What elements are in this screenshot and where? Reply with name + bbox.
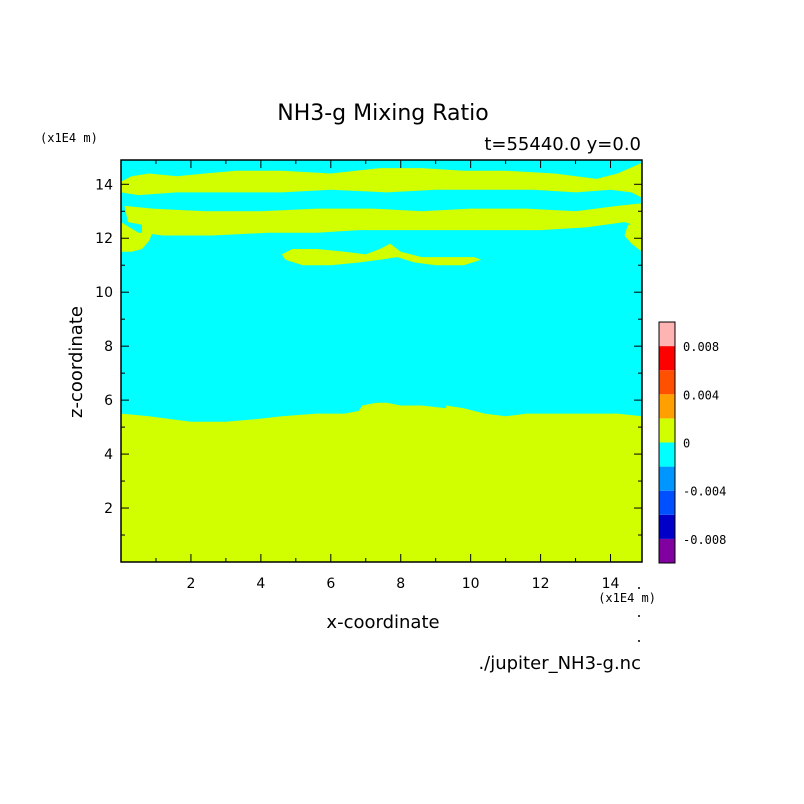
x-tick-label: 8	[396, 576, 405, 592]
x-axis: 2 4 6 8 10 12 14	[155, 160, 620, 592]
x-tick-label: 12	[532, 576, 550, 592]
colorbar-swatch	[659, 442, 675, 467]
right-edge-positive-lobe	[624, 222, 642, 252]
y-tick-label: 14	[95, 177, 113, 193]
marker-dot	[638, 587, 640, 589]
marker-dot	[638, 615, 640, 617]
colorbar-swatch	[659, 466, 675, 491]
colorbar: -0.008 -0.004 0 0.004 0.008	[658, 321, 726, 564]
y-tick-label: 6	[104, 393, 113, 409]
x-tick-label: 4	[256, 576, 265, 592]
y-tick-label: 12	[95, 231, 113, 247]
colorbar-frame	[658, 321, 676, 564]
colorbar-swatch	[659, 346, 675, 371]
y-tick-label: 2	[104, 501, 113, 517]
left-edge-positive-lobe	[121, 222, 153, 252]
colorbar-swatch	[659, 490, 675, 515]
colorbar-tick-label: 0	[683, 437, 690, 451]
colorbar-swatch	[659, 394, 675, 419]
colorbar-tick-label: 0.004	[683, 388, 719, 402]
colorbar-tick-label: -0.008	[683, 533, 726, 547]
y-axis-label: z-coordinate	[66, 306, 87, 418]
x-tick-label: 10	[462, 576, 480, 592]
colorbar-swatch	[659, 418, 675, 443]
contour-fill-layer	[121, 162, 642, 562]
y-tick-label: 8	[104, 339, 113, 355]
x-tick-label: 14	[602, 576, 620, 592]
chart-title: NH3-g Mixing Ratio	[277, 101, 489, 126]
y-axis: 2 4 6 8 10 12 14	[95, 177, 642, 536]
colorbar-swatch	[659, 514, 675, 539]
plot-frame	[120, 159, 643, 563]
lower-positive-region	[121, 402, 642, 562]
colorbar-swatch	[659, 322, 675, 347]
source-file-label: ./jupiter_NH3-g.nc	[478, 653, 641, 674]
y-tick-label: 4	[104, 447, 113, 463]
z-unit-label: (x1E4 m)	[40, 131, 98, 145]
x-tick-label: 2	[186, 576, 195, 592]
floating-positive-filament	[281, 243, 482, 266]
colorbar-tick-label: 0.008	[683, 340, 719, 354]
chart-subtitle: t=55440.0 y=0.0	[484, 134, 641, 155]
y-tick-label: 10	[95, 285, 113, 301]
colorbar-swatch	[659, 538, 675, 563]
middle-positive-band	[124, 203, 642, 236]
marker-dot	[638, 640, 640, 642]
x-axis-label: x-coordinate	[326, 612, 439, 633]
colorbar-tick-label: -0.004	[683, 485, 726, 499]
top-positive-band	[121, 162, 642, 198]
x-unit-label: (x1E4 m)	[598, 591, 656, 605]
colorbar-swatch	[659, 370, 675, 395]
x-tick-label: 6	[326, 576, 335, 592]
